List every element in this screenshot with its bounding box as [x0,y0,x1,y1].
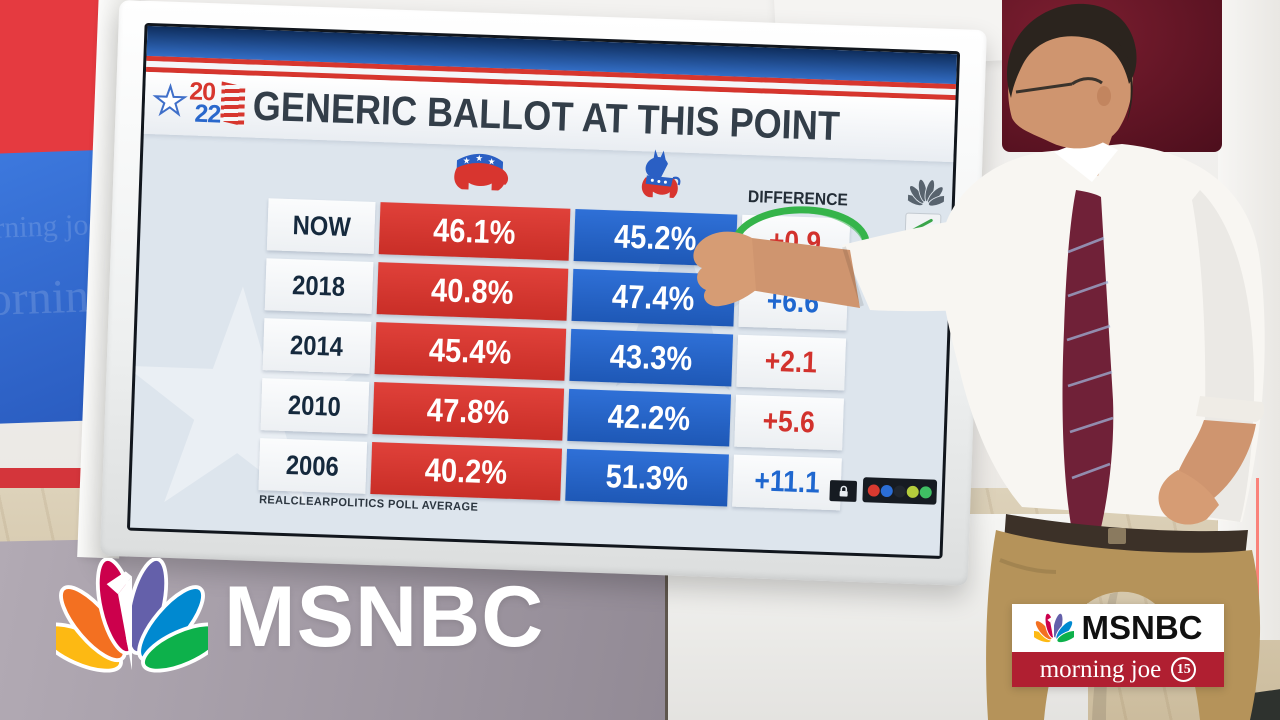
republican-elephant-icon: ★ ★ ★ [454,153,509,191]
row-label-cell: 2006 [258,438,368,494]
msnbc-watermark: MSNBC [56,558,544,676]
nbc-peacock-icon [907,178,945,207]
svg-text:★: ★ [475,153,483,163]
bug-show-strip: morning joe 15 [1012,652,1224,687]
bug-show-title: morning joe [1039,655,1162,683]
set-red-accent-line [1256,478,1259,618]
studio-red-strip [0,468,96,488]
wall-watermark-text: morning joe [0,207,103,247]
republican-value-cell: 40.2% [370,442,563,501]
channel-bug: MSNBC morning joe 15 [1012,604,1224,687]
svg-text:★: ★ [488,156,496,166]
flag-stripes-icon [220,81,246,128]
badge-year-bottom: 22 [194,99,221,129]
row-label-cell: 2010 [260,378,370,434]
pen-tool-button[interactable] [904,212,942,237]
bug-network-strip: MSNBC [1012,604,1224,652]
svg-text:★: ★ [463,155,471,165]
msnbc-watermark-text: MSNBC [224,568,545,665]
row-label-cell: 2014 [262,318,372,374]
republican-value-cell: 46.1% [378,202,571,261]
republican-value-cell: 40.8% [376,262,569,321]
row-label-cell: 2018 [264,258,374,314]
msnbc-peacock-icon [56,558,208,673]
msnbc-peacock-icon [1033,612,1074,643]
lock-icon [839,485,848,497]
row-label-cell: NOW [266,198,376,254]
studio-red-panel [0,0,109,160]
cabinet-seam [665,520,668,720]
anniversary-15-badge: 15 [1171,657,1197,682]
presenter [693,3,1265,720]
pen-icon [912,218,933,231]
lock-tool-button[interactable] [829,480,858,502]
bug-network-text: MSNBC [1081,609,1203,646]
republican-value-cell: 45.4% [374,322,567,381]
republican-value-cell: 47.8% [372,382,565,441]
star-icon: ★ [151,79,189,124]
democrat-donkey-icon [641,149,681,198]
election-2022-badge: ★ 20 22 [151,76,252,133]
